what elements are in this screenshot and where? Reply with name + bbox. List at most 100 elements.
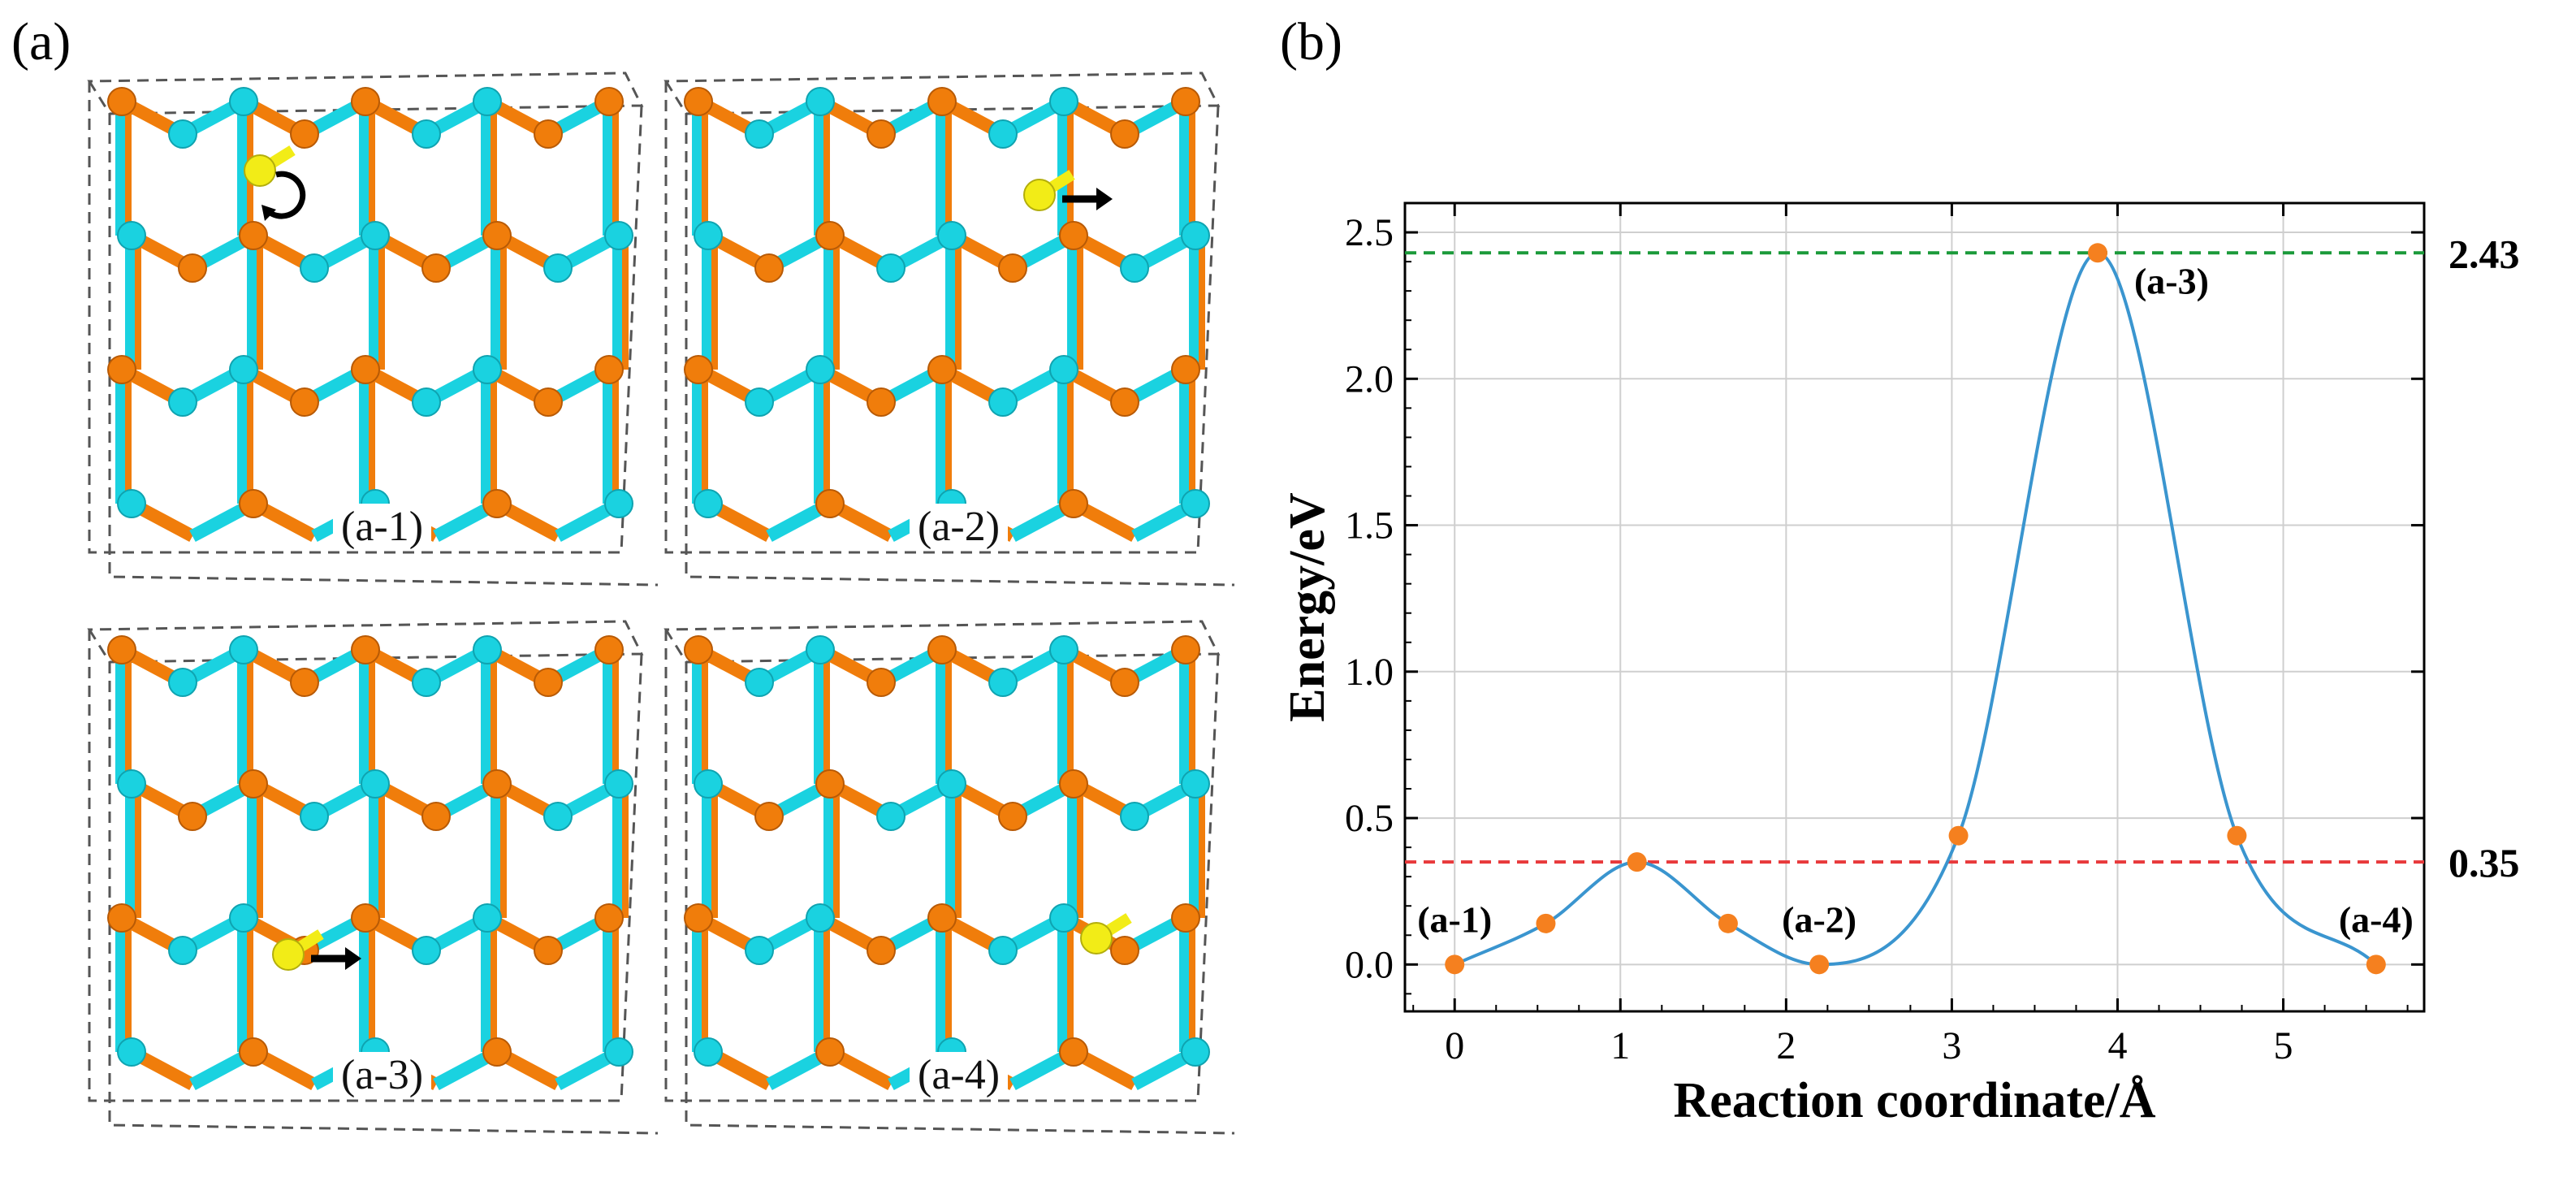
atom <box>1049 355 1078 384</box>
atom <box>998 253 1027 283</box>
atom <box>300 802 329 831</box>
data-point <box>2227 825 2247 846</box>
lattice <box>107 635 633 1091</box>
move-arrow-head <box>1096 188 1113 210</box>
atom <box>867 387 896 417</box>
panel-b-letter: (b) <box>1280 12 1342 71</box>
atom <box>867 119 896 149</box>
atom <box>290 119 319 149</box>
atom <box>1049 635 1078 664</box>
structure-a-4: (a-4) <box>663 613 1243 1135</box>
x-tick-label: 0 <box>1445 1024 1464 1067</box>
structure-a-3-label: (a-3) <box>333 1052 432 1099</box>
atom <box>604 221 633 250</box>
atom <box>806 87 835 116</box>
atom <box>290 387 319 417</box>
y-axis-title: Energy/eV <box>1280 492 1335 722</box>
atom <box>534 936 563 965</box>
atom <box>806 635 835 664</box>
atom <box>1120 253 1149 283</box>
x-tick-label: 1 <box>1610 1024 1630 1067</box>
atom <box>745 936 774 965</box>
structure-a-4-drawing <box>663 620 1235 1135</box>
structure-a-3: (a-3) <box>87 613 666 1135</box>
atom <box>482 769 512 799</box>
panel-b-energy-profile: (b) 0 1 2 3 4 5 0.0 0.5 1.0 1.5 2.0 2.5 Reaction coo… <box>1267 0 2576 1186</box>
atom <box>937 769 966 799</box>
atom <box>998 802 1027 831</box>
atom <box>351 903 380 933</box>
atom <box>300 253 329 283</box>
atom <box>815 489 845 518</box>
y-tick-label: 0.0 <box>1345 943 1394 986</box>
atom <box>1171 903 1200 933</box>
atom <box>937 221 966 250</box>
data-point <box>2087 243 2107 263</box>
atom <box>229 903 258 933</box>
y-tick-label: 2.5 <box>1345 211 1394 254</box>
atom <box>421 802 451 831</box>
lattice <box>107 87 633 543</box>
atom <box>988 936 1018 965</box>
atom <box>1110 668 1139 697</box>
lattice <box>684 87 1210 543</box>
structure-a-1-label: (a-1) <box>333 504 432 551</box>
atom <box>1171 87 1200 116</box>
atom <box>1059 1037 1088 1067</box>
atom <box>927 87 957 116</box>
atom <box>361 221 390 250</box>
data-point <box>1536 913 1556 933</box>
structure-a-2-label: (a-2) <box>910 504 1009 551</box>
atom <box>239 489 268 518</box>
state-annotation: (a-1) <box>1417 898 1492 940</box>
atom <box>117 1037 146 1067</box>
panel-a-letter: (a) <box>11 12 71 71</box>
atom <box>594 87 624 116</box>
atom <box>754 802 784 831</box>
atom <box>168 119 197 149</box>
data-point <box>1627 852 1647 872</box>
atom <box>1110 119 1139 149</box>
atom <box>594 355 624 384</box>
supercell-top-face <box>87 620 644 664</box>
atom <box>694 221 723 250</box>
grid <box>1405 203 2424 1011</box>
atom <box>1059 489 1088 518</box>
atom <box>473 903 502 933</box>
supercell-back-edges <box>685 662 1235 1135</box>
atom <box>351 355 380 384</box>
atom <box>1171 355 1200 384</box>
y-tick-label: 2.0 <box>1345 357 1394 400</box>
atom <box>1181 1037 1210 1067</box>
atom <box>412 387 441 417</box>
data-point <box>1809 954 1830 975</box>
atom <box>684 355 713 384</box>
supercell-top-face <box>663 620 1221 664</box>
atom <box>534 668 563 697</box>
structure-a-2-drawing <box>663 71 1235 587</box>
atom <box>534 387 563 417</box>
atom <box>684 635 713 664</box>
atom <box>988 387 1018 417</box>
atom <box>1049 87 1078 116</box>
atom <box>412 119 441 149</box>
atom <box>107 87 136 116</box>
atom <box>745 119 774 149</box>
atom <box>927 903 957 933</box>
atom <box>117 769 146 799</box>
plot-frame <box>1403 201 2426 1013</box>
structure-a-3-drawing <box>87 620 659 1135</box>
atom <box>117 221 146 250</box>
atom <box>473 355 502 384</box>
atom <box>117 489 146 518</box>
atom <box>482 489 512 518</box>
atom <box>412 936 441 965</box>
state-annotation: (a-2) <box>1782 898 1856 940</box>
migrating-atom <box>272 938 305 971</box>
atom <box>1049 903 1078 933</box>
atom <box>412 668 441 697</box>
atom <box>1171 635 1200 664</box>
atom <box>482 221 512 250</box>
atom <box>594 903 624 933</box>
atom <box>927 355 957 384</box>
